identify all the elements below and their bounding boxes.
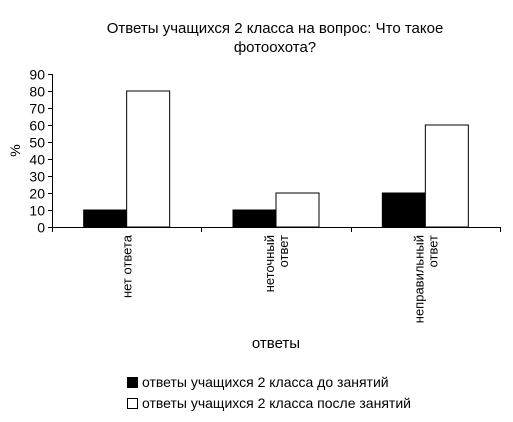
bar-after-1	[275, 192, 320, 228]
bar-before-0	[83, 209, 128, 228]
x-tick-label: неправильный	[411, 235, 426, 323]
bar-after-0	[126, 90, 171, 228]
chart-title-line-2: фотоохота?	[233, 39, 317, 56]
legend-label-after: ответы учащихся 2 класса после занятий	[142, 395, 411, 411]
legend-swatch-before	[127, 377, 138, 388]
bar-before-2	[381, 192, 426, 228]
y-tick-label: 10	[29, 203, 45, 219]
chart-title: Ответы учащихся 2 класса на вопрос: Что …	[40, 19, 510, 57]
y-tick-label: 20	[29, 186, 45, 202]
y-tick-label: 60	[29, 118, 45, 134]
x-tick-label: неточный	[262, 235, 277, 292]
x-tick-label: нет ответа	[120, 234, 135, 298]
chart-title-line-1: Ответы учащихся 2 класса на вопрос: Что …	[106, 20, 444, 37]
x-tick-label: ответ	[425, 235, 440, 267]
bar-before-1	[232, 209, 277, 228]
y-tick-label: 40	[29, 152, 45, 168]
y-tick-label: 80	[29, 84, 45, 100]
y-tick-label: 50	[29, 135, 45, 151]
legend-label-before: ответы учащихся 2 класса до занятий	[142, 374, 389, 390]
y-tick-label: 90	[29, 67, 45, 83]
y-tick-label: 70	[29, 101, 45, 117]
chart-bars	[83, 90, 469, 228]
y-tick-label: 0	[37, 220, 45, 236]
legend-item-before: ответы учащихся 2 класса до занятий	[127, 372, 411, 393]
legend-swatch-after	[127, 398, 138, 409]
legend-item-after: ответы учащихся 2 класса после занятий	[127, 393, 411, 414]
chart-legend: ответы учащихся 2 класса до занятий отве…	[127, 372, 411, 414]
y-axis-label: %	[7, 144, 23, 156]
x-tick-label: ответ	[276, 235, 291, 267]
y-tick-label: 30	[29, 169, 45, 185]
bar-after-2	[424, 124, 469, 228]
x-axis-label: ответы	[252, 335, 300, 352]
